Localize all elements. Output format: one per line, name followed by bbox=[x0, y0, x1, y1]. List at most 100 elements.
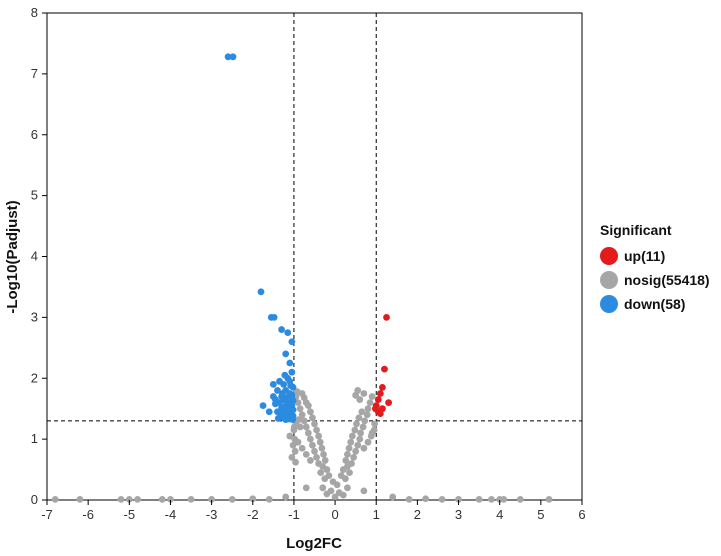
nosig-point bbox=[333, 481, 341, 489]
up-point bbox=[379, 383, 386, 391]
up-point bbox=[372, 405, 379, 413]
down-point bbox=[272, 396, 279, 403]
nosig-point bbox=[282, 493, 290, 501]
nosig-point bbox=[320, 450, 327, 458]
nosig-point bbox=[351, 426, 359, 434]
nosig-point bbox=[304, 402, 312, 410]
nosig-point bbox=[344, 450, 351, 458]
nosig-point bbox=[321, 457, 329, 464]
nosig-point bbox=[422, 495, 430, 503]
nosig-points bbox=[51, 387, 553, 503]
down-point bbox=[280, 380, 288, 388]
legend-item-up: up(11) bbox=[600, 244, 710, 268]
y-tick-label: 8 bbox=[31, 5, 38, 20]
nosig-point bbox=[405, 495, 413, 503]
up-point bbox=[383, 313, 390, 321]
nosig-point bbox=[51, 495, 59, 503]
nosig-point bbox=[358, 408, 366, 416]
nosig-point bbox=[76, 495, 84, 503]
nosig-point bbox=[208, 495, 216, 503]
nosig-point bbox=[298, 444, 306, 452]
down-point bbox=[270, 313, 278, 321]
legend-title: Significant bbox=[600, 222, 672, 238]
x-tick-label: 2 bbox=[414, 507, 421, 522]
legend-label-nosig: nosig(55418) bbox=[624, 272, 710, 288]
nosig-point bbox=[158, 495, 166, 503]
down-point bbox=[229, 53, 237, 61]
up-point bbox=[376, 390, 384, 397]
nosig-point bbox=[306, 457, 314, 464]
up-point bbox=[374, 396, 382, 403]
nosig-point bbox=[347, 438, 355, 446]
nosig-point bbox=[319, 484, 327, 492]
x-tick-label: 0 bbox=[331, 507, 338, 522]
down-point bbox=[278, 326, 285, 333]
nosig-point bbox=[315, 460, 323, 467]
nosig-point bbox=[475, 495, 483, 503]
nosig-point bbox=[342, 457, 350, 464]
nosig-point bbox=[360, 390, 368, 397]
nosig-point bbox=[302, 423, 310, 431]
down-point bbox=[288, 338, 296, 346]
y-tick-label: 6 bbox=[31, 127, 38, 142]
legend: Significant up(11) nosig(55418) down(58) bbox=[600, 222, 710, 316]
nosig-point bbox=[488, 495, 495, 503]
down-point bbox=[286, 377, 294, 385]
y-tick-label: 5 bbox=[31, 188, 38, 203]
nosig-point bbox=[294, 438, 302, 446]
y-axis-title: -Log10(Padjust) bbox=[4, 200, 21, 313]
nosig-point bbox=[346, 469, 353, 477]
nosig-point bbox=[364, 438, 372, 446]
up-dot-icon bbox=[600, 247, 618, 265]
y-tick-label: 0 bbox=[31, 492, 38, 507]
nosig-point bbox=[309, 441, 316, 449]
legend-label-up: up(11) bbox=[624, 248, 666, 264]
nosig-point bbox=[125, 495, 133, 503]
nosig-point bbox=[360, 487, 368, 495]
nosig-point bbox=[300, 417, 308, 425]
nosig-point bbox=[309, 414, 316, 422]
up-point bbox=[376, 410, 384, 417]
x-tick-label: -5 bbox=[124, 507, 136, 522]
x-tick-label: 6 bbox=[578, 507, 585, 522]
nosig-point bbox=[339, 491, 347, 499]
down-point bbox=[274, 415, 282, 422]
x-tick-label: -1 bbox=[288, 507, 300, 522]
down-point bbox=[279, 390, 286, 397]
nosig-point bbox=[356, 435, 364, 443]
nosig-point bbox=[228, 495, 236, 503]
nosig-point bbox=[167, 495, 174, 503]
nosig-point bbox=[355, 414, 363, 422]
x-tick-label: 1 bbox=[373, 507, 380, 522]
y-axis: 0 1 2 3 4 5 6 7 8 bbox=[31, 5, 47, 507]
legend-item-nosig: nosig(55418) bbox=[600, 268, 710, 292]
nosig-point bbox=[311, 420, 318, 428]
down-point bbox=[269, 380, 277, 388]
nosig-point bbox=[367, 432, 375, 440]
nosig-point bbox=[350, 453, 357, 461]
x-axis: -7 -6 -5 -4 -3 -2 -1 0 1 2 3 4 5 6 bbox=[41, 500, 586, 522]
nosig-point bbox=[455, 495, 462, 503]
up-point bbox=[381, 365, 388, 373]
down-point bbox=[274, 387, 281, 394]
nosig-point bbox=[356, 396, 364, 403]
nosig-point bbox=[317, 469, 325, 477]
nosig-point bbox=[318, 444, 326, 452]
nosig-point bbox=[286, 432, 294, 440]
legend-label-down: down(58) bbox=[624, 296, 686, 312]
nosig-point bbox=[339, 466, 347, 473]
nosig-point bbox=[389, 493, 397, 501]
up-point bbox=[385, 399, 392, 406]
y-tick-label: 1 bbox=[31, 431, 38, 446]
nosig-point bbox=[516, 495, 524, 503]
nosig-point bbox=[302, 450, 310, 458]
nosig-point bbox=[187, 495, 195, 503]
nosig-point bbox=[316, 438, 324, 446]
nosig-point bbox=[357, 429, 364, 437]
y-tick-label: 4 bbox=[31, 249, 38, 264]
nosig-point bbox=[348, 432, 356, 440]
nosig-point bbox=[438, 495, 446, 503]
down-point bbox=[288, 368, 296, 376]
nosig-point bbox=[364, 405, 372, 413]
